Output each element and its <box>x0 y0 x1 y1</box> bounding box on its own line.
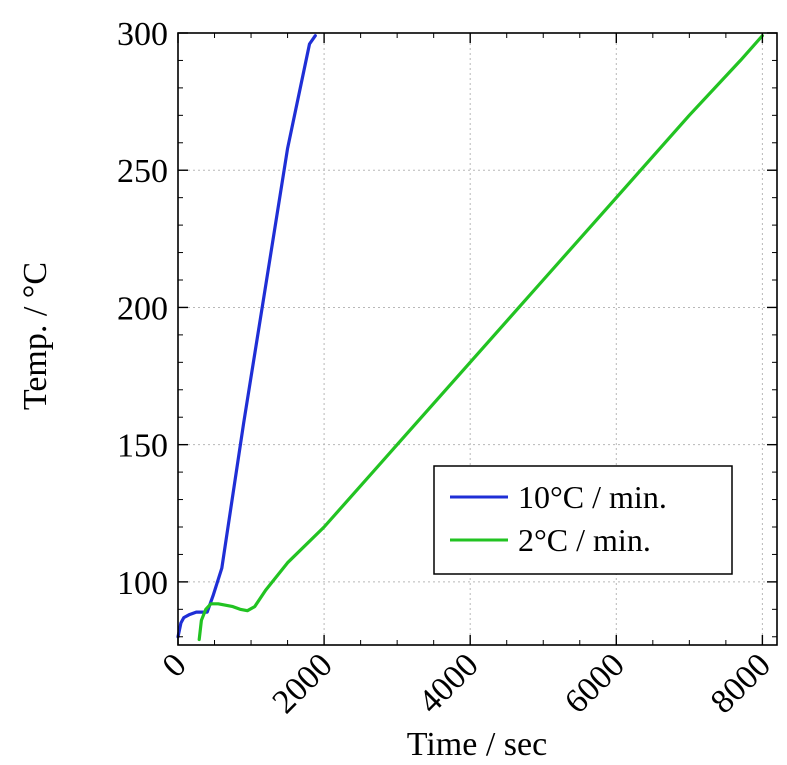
tick-marks <box>177 32 777 645</box>
x-tick-label: 0 <box>155 646 193 684</box>
x-tick-label: 2000 <box>266 646 340 720</box>
series-line-0 <box>176 34 317 639</box>
legend: 10°C / min. 2°C / min. <box>433 465 733 575</box>
y-tick-label: 250 <box>117 153 168 190</box>
plot-frame <box>177 32 778 646</box>
y-tick-label: 150 <box>117 428 168 465</box>
x-tick-label: 6000 <box>558 646 632 720</box>
tick-labels: 100 150 200 250 300 0 2000 4000 6000 8000 <box>117 16 778 721</box>
legend-label-10c: 10°C / min. <box>518 479 667 515</box>
legend-box <box>433 465 733 575</box>
x-tick-label: 8000 <box>704 646 778 720</box>
series-lines <box>176 34 765 642</box>
series-line-1 <box>197 34 765 642</box>
x-tick-label: 4000 <box>412 646 486 720</box>
x-axis-label: Time / sec <box>407 726 547 763</box>
y-tick-label: 200 <box>117 290 168 327</box>
legend-label-2c: 2°C / min. <box>518 522 651 558</box>
y-tick-label: 300 <box>117 16 168 53</box>
y-tick-label: 100 <box>117 565 168 602</box>
y-axis-label: Temp. / °C <box>17 262 54 410</box>
